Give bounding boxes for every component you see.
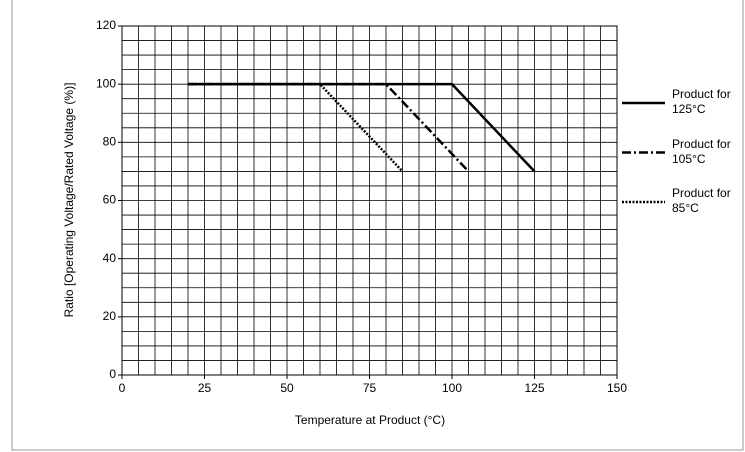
y-tick-label: 40 <box>103 251 117 265</box>
y-tick-label: 0 <box>109 367 116 381</box>
x-axis-label: Temperature at Product (°C) <box>295 413 445 427</box>
x-tick-label: 0 <box>119 381 126 395</box>
x-tick-label: 150 <box>607 381 627 395</box>
y-axis-label: Ratio [Operating Voltage/Rated Voltage (… <box>62 83 76 318</box>
y-tick-label: 120 <box>96 18 116 32</box>
y-tick-label: 80 <box>103 135 117 149</box>
legend-label: Product for 105°C <box>672 136 731 166</box>
frame <box>11 0 744 451</box>
x-tick-label: 125 <box>524 381 544 395</box>
series-line <box>188 82 470 173</box>
legend-label: Product for 85°C <box>672 186 731 215</box>
x-tick-label: 50 <box>280 381 294 395</box>
y-tick-label: 100 <box>96 76 116 90</box>
y-tick-label: 20 <box>103 309 117 323</box>
legend-label: Product for 125°C <box>672 87 731 116</box>
x-tick-label: 100 <box>442 381 462 395</box>
x-tick-label: 25 <box>198 381 212 395</box>
x-tick-label: 75 <box>363 381 377 395</box>
y-tick-label: 60 <box>103 193 117 207</box>
series-line <box>188 82 536 173</box>
